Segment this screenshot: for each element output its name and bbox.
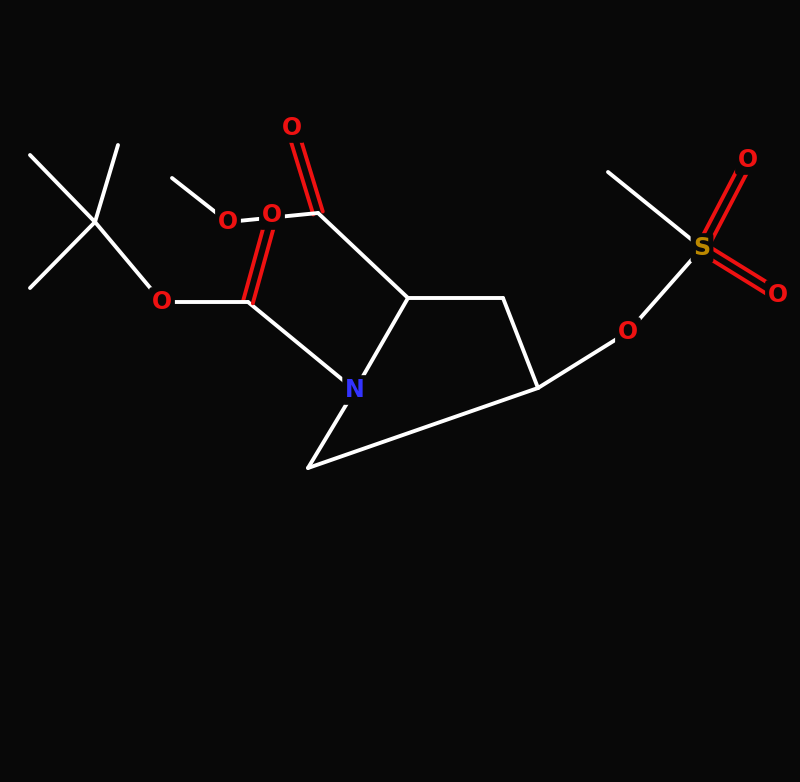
Text: O: O [618,320,638,344]
Text: O: O [738,148,758,172]
Text: O: O [262,203,282,227]
Text: S: S [694,236,710,260]
Text: O: O [282,116,302,140]
Text: N: N [345,378,365,402]
Text: O: O [152,290,172,314]
Text: O: O [218,210,238,234]
Text: O: O [768,283,788,307]
